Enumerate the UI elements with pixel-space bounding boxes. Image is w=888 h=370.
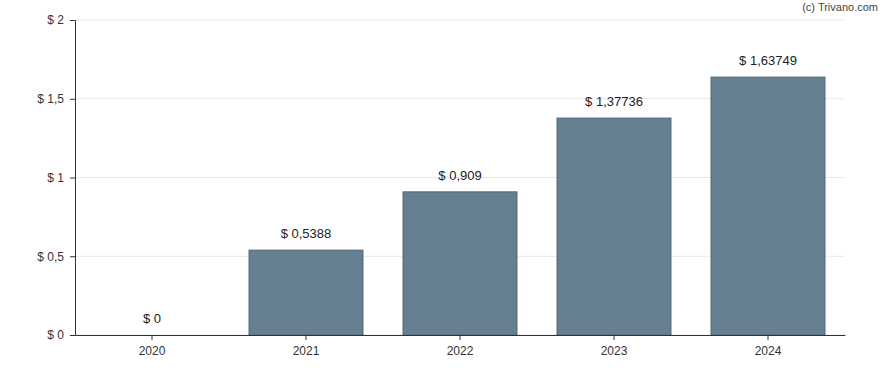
tick: 2022 (447, 335, 474, 358)
data-label: $ 0 (143, 311, 161, 326)
tick-label: 2022 (447, 344, 474, 358)
tick-mark (768, 335, 769, 340)
axis-line (70, 21, 76, 336)
tick-label: $ 0,5 (37, 250, 64, 264)
data-label: $ 0,909 (438, 168, 481, 183)
tick-label: $ 1,5 (37, 92, 64, 106)
tick: $ 0,5 (37, 250, 75, 264)
data-label: $ 1,63749 (739, 53, 797, 68)
tick-mark (152, 335, 153, 340)
grid-line (75, 20, 845, 21)
tick-label: $ 0 (47, 328, 64, 342)
bar (557, 118, 671, 335)
tick-label: 2020 (139, 344, 166, 358)
tick: 2020 (139, 335, 166, 358)
tick-mark (306, 335, 307, 340)
bar (249, 250, 363, 335)
tick: 2021 (293, 335, 320, 358)
tick-mark (614, 335, 615, 340)
annotation: (c) Trivano.com (802, 1, 878, 13)
tick: $ 1 (47, 171, 75, 185)
data-labels: $ 0 $ 0,5388 $ 0,909 $ 1,37736 $ 1,63749 (143, 53, 797, 326)
data-label: $ 0,5388 (281, 226, 332, 241)
tick: $ 0 (47, 328, 75, 342)
tick-label: 2023 (601, 344, 628, 358)
plot: $ 0 $ 0,5 $ 1 $ 1,5 $ 2 2020 2021 2022 2023 2024 $… (37, 13, 845, 357)
chart: $ 0 $ 0,5 $ 1 $ 1,5 $ 2 2020 2021 2022 2023 2024 $… (0, 0, 888, 370)
tick-label: 2021 (293, 344, 320, 358)
bar (403, 192, 517, 335)
tick-mark (460, 335, 461, 340)
tick: 2024 (755, 335, 782, 358)
tick-mark (70, 20, 75, 21)
bar (711, 77, 825, 335)
tick-label: $ 1 (47, 171, 64, 185)
tick-label: 2024 (755, 344, 782, 358)
x-axis: 2020 2021 2022 2023 2024 (76, 335, 846, 358)
tick: 2023 (601, 335, 628, 358)
tick-mark (70, 335, 75, 336)
tick-mark (70, 99, 75, 100)
tick: $ 1,5 (37, 92, 75, 106)
bar (95, 335, 209, 336)
tick: $ 2 (47, 13, 75, 27)
data-label: $ 1,37736 (585, 94, 643, 109)
tick-label: $ 2 (47, 13, 64, 27)
y-axis: $ 0 $ 0,5 $ 1 $ 1,5 $ 2 (37, 13, 75, 342)
bars (249, 77, 825, 335)
grid (75, 20, 845, 335)
tick-mark (70, 178, 75, 179)
tick-mark (70, 256, 75, 257)
